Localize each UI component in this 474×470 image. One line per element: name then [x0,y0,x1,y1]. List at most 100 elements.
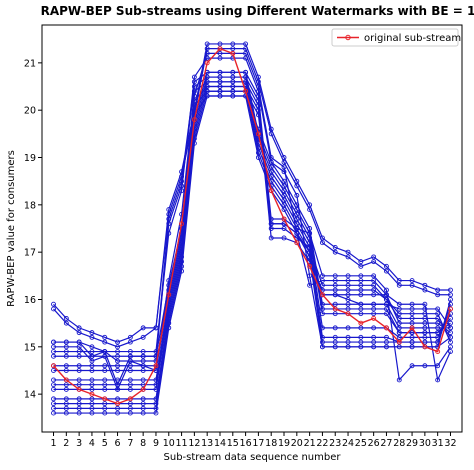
watermarked-series-13-point [435,339,441,345]
watermarked-series-1-point [76,325,82,331]
watermarked-series-2-point [435,292,441,298]
watermarked-series-9-point [89,382,95,388]
watermarked-series-4-point [89,358,95,364]
watermarked-series-5-point [140,353,146,359]
watermarked-series-15-point [243,50,249,56]
watermarked-series-12-point [51,401,56,407]
watermarked-series-10-point [371,311,377,317]
watermarked-series-10-point [396,330,402,336]
watermarked-series-1-point [332,244,338,250]
watermarked-series-8-line [53,95,451,381]
watermarked-series-6-point [345,287,351,293]
watermarked-series-10 [51,74,453,392]
watermarked-series-14-point [166,325,172,331]
original-series-point [153,363,159,369]
watermarked-series-15-point [63,339,69,345]
watermarked-series-6-point [127,363,133,369]
watermarked-series-9-point [230,69,236,75]
watermarked-series-13-point [51,405,56,411]
x-tick-label: 26 [368,438,380,449]
watermarked-series-5-point [435,311,441,317]
original-series-point [345,311,351,317]
x-tick-label: 22 [316,438,328,449]
watermarked-series-5-point [448,339,453,345]
watermarked-series-4-point [422,301,428,307]
watermarked-series-2-point [319,240,325,246]
x-tick-label: 21 [304,438,316,449]
watermarked-series-8-point [51,377,56,383]
watermarked-series-13-point [63,405,69,411]
watermarked-series-2-point [384,268,389,274]
watermarked-series-1-point [409,278,415,284]
watermarked-series-14-point [140,410,146,416]
original-series-point [51,363,56,369]
watermarked-series-15-point [307,254,313,260]
x-tick-label: 9 [153,438,159,449]
y-tick-label: 18 [24,200,36,211]
y-tick-label: 19 [24,153,36,164]
y-tick-label: 20 [24,106,36,117]
x-tick-label: 15 [227,438,239,449]
watermarked-series-10-point [409,330,415,336]
watermarked-series-10-point [63,386,69,392]
watermarked-series-3-point [384,287,389,293]
plot-area [51,41,453,416]
watermarked-series-11-point [422,334,428,340]
watermarked-series-2-point [281,159,287,165]
watermarked-series-15-point [89,344,95,350]
x-tick-label: 14 [214,438,226,449]
watermarked-series-9-point [384,306,389,312]
watermarked-series-5-point [396,311,402,317]
watermarked-series-16-point [409,344,415,350]
watermarked-series-15-point [179,211,185,217]
watermarked-series-1-point [89,330,95,336]
original-series-point [294,240,300,246]
x-tick-label: 8 [140,438,146,449]
x-tick-label: 19 [278,438,290,449]
watermarked-series-11-point [204,79,210,85]
watermarked-series-9-point [76,382,82,388]
original-series-point [448,306,453,312]
watermarked-series-15-point [51,339,56,345]
watermarked-series-4-point [76,344,82,350]
original-series-point [332,306,338,312]
watermarked-series-5-point [409,311,415,317]
watermarked-series-5-point [281,226,287,231]
x-tick-label: 29 [406,438,418,449]
watermarked-series-15-point [371,301,377,307]
watermarked-series-11-point [358,325,364,331]
watermarked-series-11-point [409,334,415,340]
x-tick-label: 17 [252,438,264,449]
watermarked-series-15-point [217,50,223,56]
original-series-point [319,292,325,298]
watermarked-series-16-point [76,349,82,354]
watermarked-series-16-point [345,344,351,350]
y-tick-label: 21 [24,58,36,69]
watermarked-series-6-point [371,287,377,293]
watermarked-series-13-point [127,405,133,411]
watermarked-series-13-point [448,301,453,307]
watermarked-series-6-point [332,287,338,293]
watermarked-series-5-point [115,353,120,359]
watermarked-series-5-point [371,282,377,288]
watermarked-series-7-line [53,90,451,372]
x-tick-label: 32 [444,438,456,449]
watermarked-series-1-point [243,41,249,47]
watermarked-series-8-point [140,377,146,383]
chart-title: RAPW-BEP Sub-streams using Different Wat… [41,4,474,18]
watermarked-series-8-point [435,325,441,331]
watermarked-series-15-point [396,306,402,312]
watermarked-series-4-point [332,278,338,284]
watermarked-series-5-point [89,353,95,359]
watermarked-series-5-point [63,353,69,359]
watermarked-series-1-point [396,278,402,284]
watermarked-series-1-point [384,263,389,269]
watermarked-series-13 [51,88,453,411]
watermarked-series-4-point [358,278,364,284]
watermarked-series-10-point [89,386,95,392]
watermarked-series-16-point [371,344,377,350]
watermarked-series-3-point [358,273,364,279]
x-tick-label: 18 [265,438,277,449]
watermarked-series-10-point [422,330,428,336]
watermarked-series-9-point [63,382,69,388]
